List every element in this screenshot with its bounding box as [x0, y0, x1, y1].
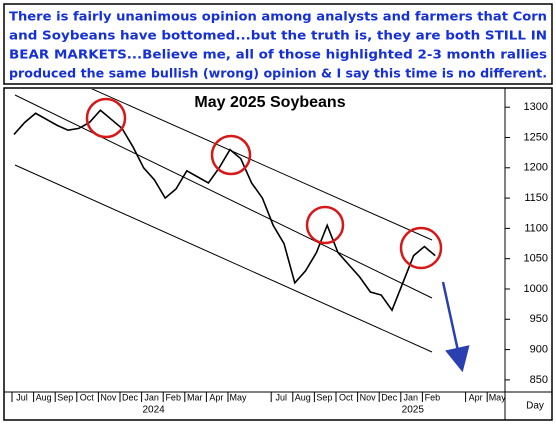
- x-tick-label: May: [229, 392, 247, 402]
- y-tick-label: 900: [530, 343, 548, 355]
- y-tick-label: 1100: [524, 222, 548, 234]
- y-tick-label: 1250: [524, 131, 548, 143]
- x-tick-label: Feb: [425, 392, 441, 402]
- y-tick-label: 850: [530, 374, 548, 386]
- price-line: [13, 109, 436, 312]
- highlight-circle: [399, 226, 443, 270]
- channel-line: [14, 164, 433, 353]
- highlights: [85, 97, 443, 270]
- y-tick-label: 950: [530, 313, 548, 325]
- y-tick-label: 1150: [524, 192, 548, 204]
- annotation-line: BEAR MARKETS...Believe me, all of those …: [9, 47, 547, 62]
- x-tick-label: Dec: [381, 392, 398, 402]
- x-tick-label: May: [489, 392, 507, 402]
- annotation-box: [3, 3, 553, 85]
- x-tick-label: Nov: [100, 392, 117, 402]
- channel-line: [14, 94, 433, 299]
- x-tick-label: Feb: [165, 392, 181, 402]
- x-tick-label: Apr: [209, 392, 223, 402]
- y-tick-label: 1050: [524, 253, 548, 265]
- plot: [13, 109, 436, 312]
- channel-line: [91, 89, 433, 241]
- x-tick-label: Oct: [80, 392, 95, 402]
- annotation-line: There is fairly unanimous opinion among …: [9, 9, 547, 24]
- x-tick-label: Jan: [404, 392, 419, 402]
- x-tick-label: Sep: [57, 392, 73, 402]
- channel: [14, 89, 433, 353]
- x-tick-label: Aug: [295, 392, 311, 402]
- y-tick-label: 1200: [524, 162, 548, 174]
- x-tick-label: Nov: [360, 392, 377, 402]
- x-tick-label: Oct: [339, 392, 354, 402]
- annotation: There is fairly unanimous opinion among …: [9, 9, 547, 81]
- x-tick-label: Aug: [36, 392, 52, 402]
- annotation-line: produced the same bullish (wrong) opinio…: [9, 66, 547, 81]
- x-tick-label: Mar: [187, 392, 203, 402]
- x-tick-label: Sep: [316, 392, 332, 402]
- chart-title: May 2025 Soybeans: [194, 94, 345, 111]
- y-tick-label: 1300: [524, 101, 548, 113]
- year-label: 2025: [402, 405, 425, 416]
- x-tick-label: Jul: [16, 392, 28, 402]
- highlight-circle: [210, 134, 252, 176]
- y-tick-label: 1000: [524, 283, 548, 295]
- annotation-line: and Soybeans have bottomed...but the tru…: [9, 28, 547, 43]
- highlight-circle: [85, 97, 127, 139]
- year-label: 2024: [142, 405, 165, 416]
- x-axis-label: Day: [526, 401, 544, 412]
- x-tick-label: Jul: [275, 392, 287, 402]
- x-tick-label: Jan: [144, 392, 159, 402]
- x-tick-label: Apr: [469, 392, 483, 402]
- highlight-circle: [305, 205, 345, 245]
- arrow: [441, 281, 470, 373]
- x-tick-label: Dec: [122, 392, 139, 402]
- chart-frame: [3, 87, 553, 421]
